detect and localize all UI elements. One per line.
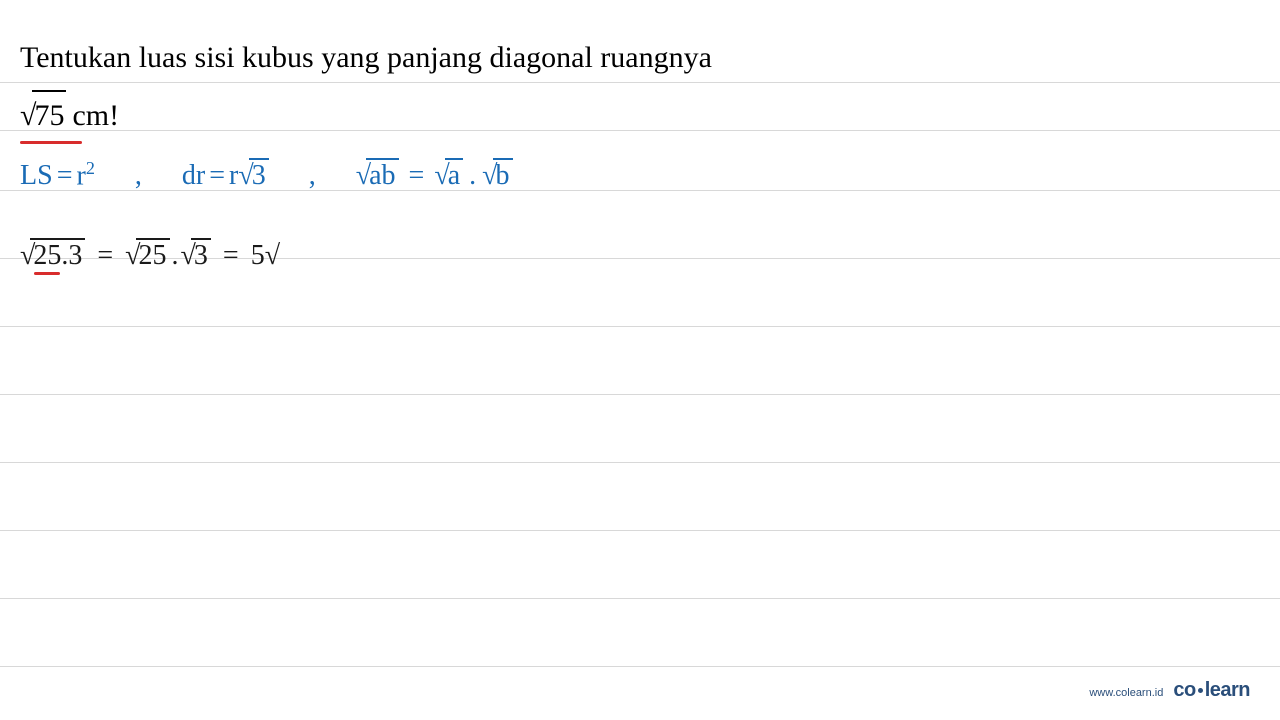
comma-1: , <box>135 160 142 192</box>
work-mid: √ 25 . √ 3 <box>125 238 211 272</box>
page-container: Tentukan luas sisi kubus yang panjang di… <box>0 0 1280 720</box>
work-mid-b: √ 3 <box>181 238 211 272</box>
work-rhs: 5 √ <box>251 240 280 272</box>
ls-lhs: LS <box>20 160 53 192</box>
prod-rhs-b: √ b <box>482 158 512 192</box>
sqrt-radicand: 75 <box>32 90 66 140</box>
formula-dr: dr = r √ 3 <box>182 158 269 192</box>
red-underline <box>20 141 82 144</box>
footer-logo: colearn <box>1173 679 1250 702</box>
footer: www.colearn.id colearn <box>1089 679 1250 702</box>
formula-row: LS = r2 , dr = r √ 3 , √ ab = <box>20 158 1260 192</box>
footer-url: www.colearn.id <box>1089 687 1163 699</box>
work-row: √ 25.3 = √ 25 . √ 3 = 5 √ <box>20 238 1260 272</box>
ls-eq: = <box>57 160 73 192</box>
prod-dot: . <box>469 160 476 192</box>
dr-sqrt: √ 3 <box>238 158 268 192</box>
problem-statement: Tentukan luas sisi kubus yang panjang di… <box>20 34 1260 140</box>
prod-eq: = <box>409 160 425 192</box>
dr-eq: = <box>209 160 225 192</box>
dot-icon <box>1198 688 1203 693</box>
work-mid-a: √ 25 <box>125 238 169 272</box>
ls-rhs: r2 <box>76 158 94 192</box>
work-eq-1: = <box>97 240 113 272</box>
prod-rhs-a: √ a <box>434 158 463 192</box>
dr-rhs: r √ 3 <box>229 158 269 192</box>
comma-2: , <box>309 160 316 192</box>
red-mark <box>34 272 60 275</box>
prod-lhs-sqrt: √ ab <box>356 158 399 192</box>
partial-sqrt-icon: √ <box>265 240 280 272</box>
sqrt-expression: √ 75 <box>20 90 66 140</box>
formula-ls: LS = r2 <box>20 158 95 192</box>
dr-lhs: dr <box>182 160 205 192</box>
work-lhs-sqrt: √ 25.3 <box>20 238 85 272</box>
formula-product: √ ab = √ a . √ b <box>356 158 513 192</box>
unit-text: cm! <box>72 92 119 140</box>
work-eq-2: = <box>223 240 239 272</box>
problem-line-2: √ 75 cm! <box>20 90 1260 140</box>
work-mid-dot: . <box>172 240 179 272</box>
problem-line-1: Tentukan luas sisi kubus yang panjang di… <box>20 34 1260 82</box>
